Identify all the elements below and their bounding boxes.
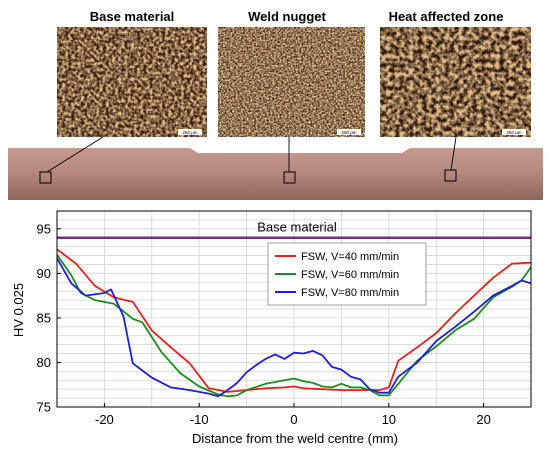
y-tick-label: 90: [37, 266, 51, 281]
legend-label-v60: FSW, V=60 mm/min: [301, 269, 399, 281]
series-layer: [56, 248, 532, 398]
legend-box: [267, 242, 427, 306]
series-line-v60: [56, 254, 532, 398]
location-marker-nugget: [283, 171, 296, 184]
series-line-v80: [56, 257, 532, 398]
leader-line-base: [46, 136, 104, 173]
y-axis-label: HV 0.025: [11, 283, 26, 337]
x-tick-label: -10: [190, 412, 209, 427]
x-tick-label: 20: [476, 412, 490, 427]
legend-label-v40: FSW, V=40 mm/min: [301, 251, 399, 263]
scale-bar: [502, 129, 526, 135]
x-tick-label: 0: [290, 412, 297, 427]
legend: FSW, V=40 mm/min FSW, V=60 mm/min FSW, V…: [267, 242, 427, 306]
micrograph-label-nugget: Weld nugget: [248, 9, 326, 24]
y-tick-label: 80: [37, 355, 51, 370]
scale-bar: [337, 129, 361, 135]
location-marker-haz: [444, 169, 457, 182]
micrograph-weld-nugget: 250 μm: [218, 27, 365, 137]
x-tick-label: -20: [95, 412, 114, 427]
y-tick-label: 95: [37, 221, 51, 236]
micrograph-base-material: 250 μm: [57, 27, 207, 137]
location-marker-base: [39, 171, 52, 184]
x-tick-label: 10: [382, 412, 396, 427]
scale-bar: [178, 129, 202, 135]
series-line-v40: [56, 248, 532, 393]
x-axis-label: Distance from the weld centre (mm): [192, 431, 398, 446]
base-material-annotation: Base material: [257, 220, 337, 235]
legend-label-v80: FSW, V=80 mm/min: [301, 287, 399, 299]
y-tick-label: 85: [37, 310, 51, 325]
hardness-chart: -20 -10 0 10 20 75 80 85 90 95 Base material FSW,…: [11, 210, 532, 446]
micrograph-label-base: Base material: [90, 9, 175, 24]
ticks: -20 -10 0 10 20 75 80 85 90 95: [37, 221, 491, 427]
scale-bar-text: 250 μm: [341, 130, 356, 135]
scale-bar-text: 250 μm: [182, 130, 197, 135]
y-tick-label: 75: [37, 400, 51, 415]
scale-bar-text: 250 μm: [506, 130, 521, 135]
micrograph-label-haz: Heat affected zone: [389, 9, 504, 24]
leader-line-haz: [450, 136, 457, 171]
micrograph-heat-affected-zone: 250 μm: [380, 27, 531, 137]
weld-cross-section: [8, 148, 543, 200]
